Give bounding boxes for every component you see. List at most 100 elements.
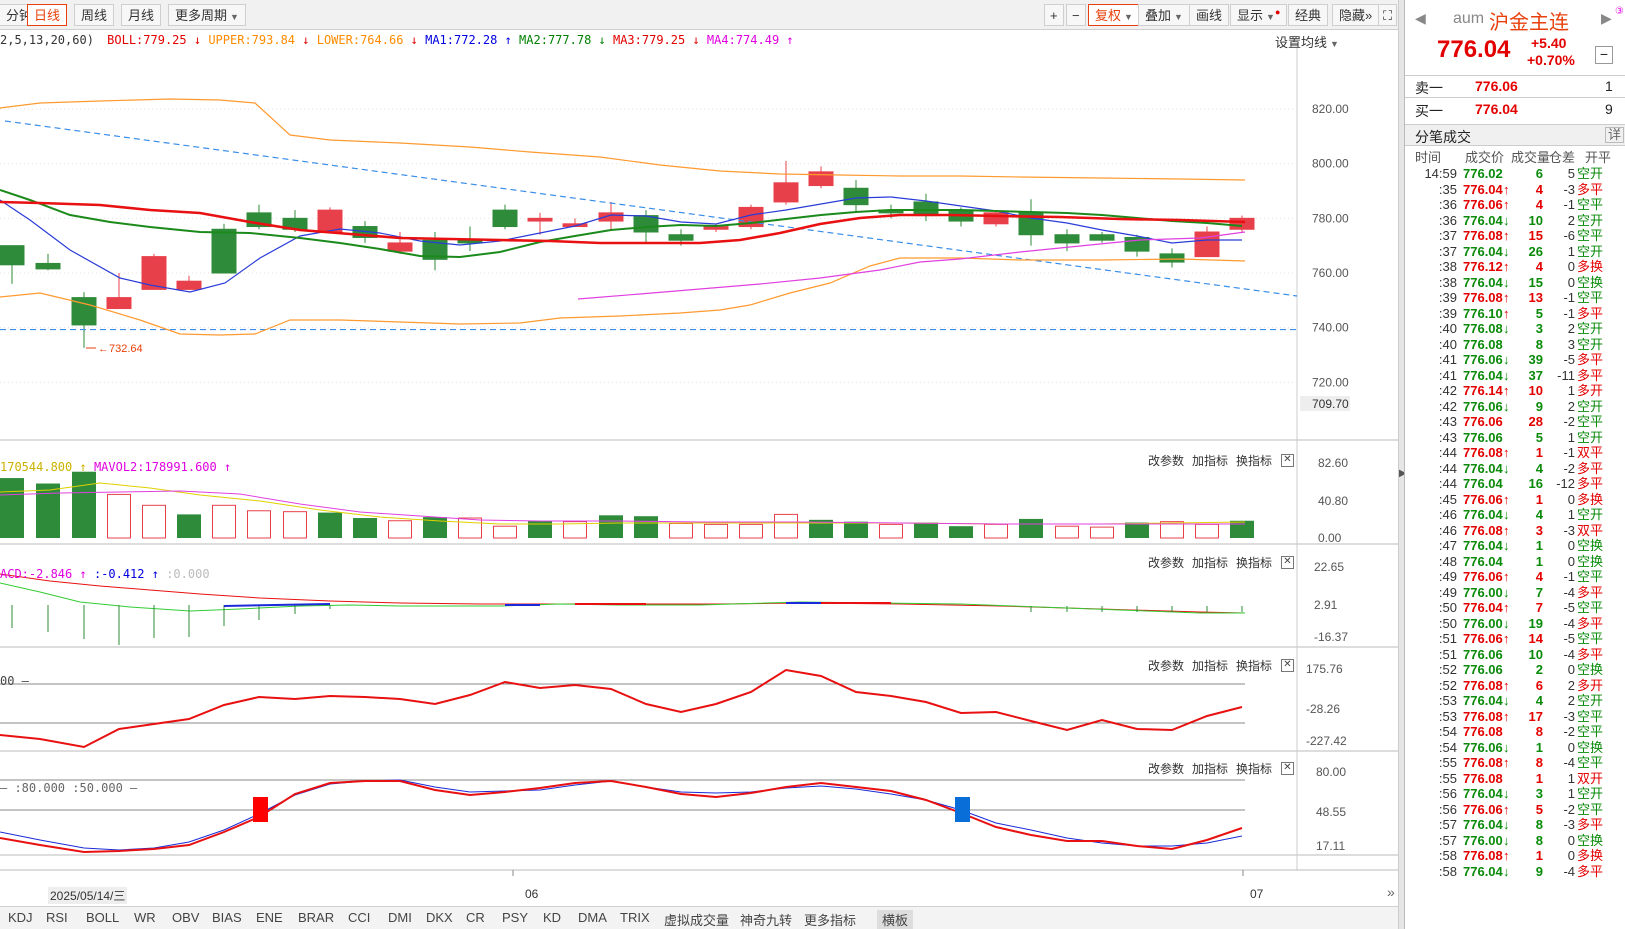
- indicator-tab-11[interactable]: CR: [466, 910, 485, 925]
- indicator-tab-6[interactable]: ENE: [256, 910, 283, 925]
- panel-2-btn-2[interactable]: 换指标: [1236, 659, 1273, 673]
- close-panel-icon[interactable]: ✕: [1281, 556, 1294, 569]
- display-button[interactable]: 显示 ▼●: [1230, 4, 1288, 26]
- low-price-label: ←732.64: [98, 343, 143, 355]
- panel-2-btn-0[interactable]: 改参数: [1148, 659, 1185, 673]
- cci-tick-label: -227.42: [1306, 734, 1347, 748]
- cci-tick-label: -28.26: [1306, 702, 1340, 716]
- indicator-tab-3[interactable]: WR: [134, 910, 156, 925]
- tick-type: 空平: [1577, 290, 1604, 305]
- collapse-quote-button[interactable]: −: [1595, 46, 1613, 64]
- classic-button[interactable]: 经典: [1288, 4, 1329, 26]
- indicator-tab-13[interactable]: KD: [543, 910, 562, 925]
- tick-arrow: ↓: [1503, 739, 1510, 755]
- fullscreen-icon[interactable]: ⛶: [1378, 4, 1398, 26]
- indicator-tab-18[interactable]: 更多指标: [804, 913, 857, 928]
- panel-1-btn-0[interactable]: 改参数: [1148, 556, 1185, 570]
- tick-arrow: ↓: [1503, 693, 1510, 708]
- indicator-tab-14[interactable]: DMA: [578, 910, 607, 925]
- ma2-value: MA2:777.78: [519, 33, 592, 47]
- tick-price: 776.06: [1463, 414, 1503, 429]
- next-symbol-icon[interactable]: ▶: [1601, 10, 1612, 26]
- indicator-tab-19[interactable]: 横板: [877, 910, 914, 929]
- tick-time: :41: [1438, 352, 1457, 367]
- tick-price: 776.06: [1463, 646, 1503, 662]
- detail-button[interactable]: 详: [1605, 127, 1625, 143]
- tick-volume: 8: [1535, 724, 1543, 739]
- zoom-in-button[interactable]: +: [1044, 4, 1064, 26]
- close-panel-icon[interactable]: ✕: [1281, 659, 1294, 672]
- ma1-line: [0, 196, 1242, 293]
- candle-body: [0, 245, 25, 266]
- scroll-right-icon[interactable]: »: [1387, 884, 1395, 900]
- indicator-tab-15[interactable]: TRIX: [620, 910, 650, 925]
- indicator-tab-2[interactable]: BOLL: [86, 910, 120, 925]
- tick-volume: 6: [1535, 677, 1543, 693]
- panel-3-btn-0[interactable]: 改参数: [1148, 762, 1185, 776]
- tick-row: :52 776.08 ↑ 6 2 多开: [1405, 678, 1625, 694]
- panel-2-btn-1[interactable]: 加指标: [1192, 659, 1229, 673]
- panel-0-btn-1[interactable]: 加指标: [1192, 454, 1229, 468]
- indicator-tab-10[interactable]: DKX: [426, 910, 453, 925]
- indicator-tab-1[interactable]: RSI: [46, 910, 68, 925]
- prev-symbol-icon[interactable]: ◀: [1415, 10, 1426, 26]
- adjust-button[interactable]: 复权 ▼: [1088, 4, 1140, 26]
- candle-body: [668, 234, 694, 241]
- indicator-tab-4[interactable]: OBV: [172, 910, 200, 925]
- tick-time: :42: [1438, 398, 1457, 414]
- tick-oi: 0: [1567, 832, 1575, 848]
- tick-oi: -12: [1556, 476, 1575, 491]
- indicator-tab-12[interactable]: PSY: [502, 910, 529, 925]
- tick-arrow: ↑: [1503, 569, 1510, 584]
- tick-price: 776.04: [1463, 507, 1503, 522]
- arrow-up-icon: ↑: [72, 567, 94, 581]
- overlay-button[interactable]: 叠加 ▼: [1138, 4, 1190, 26]
- indicator-tab-0[interactable]: KDJ: [8, 910, 33, 925]
- indicator-tab-17[interactable]: 神奇九转: [740, 913, 793, 928]
- panel-1-btn-1[interactable]: 加指标: [1192, 556, 1229, 570]
- candle-body: [1229, 217, 1255, 230]
- tick-row: :51 776.06 10 -4 多平: [1405, 647, 1625, 663]
- tick-volume: 15: [1528, 274, 1543, 290]
- panel-0-btn-2[interactable]: 换指标: [1236, 454, 1273, 468]
- ma2-line: [0, 189, 1243, 259]
- panel-splitter[interactable]: ▶: [1398, 0, 1407, 929]
- chevron-down-icon: ▼: [1330, 39, 1339, 49]
- tick-row: :57 776.00 ↓ 8 0 空换: [1405, 833, 1625, 849]
- current-price-box: [1300, 396, 1350, 411]
- indicator-tab-5[interactable]: BIAS: [212, 910, 242, 925]
- tick-oi: -3: [1563, 522, 1575, 538]
- tick-arrow: ↑: [1503, 383, 1510, 398]
- tick-volume: 13: [1528, 290, 1543, 305]
- cci-line: [0, 668, 1243, 749]
- ma-settings-button[interactable]: 设置均线 ▼: [1275, 32, 1339, 51]
- indicator-tab-16[interactable]: 虚拟成交量: [664, 913, 730, 928]
- tick-price: 776.04: [1463, 553, 1503, 569]
- panel-3-btn-2[interactable]: 换指标: [1236, 762, 1273, 776]
- panel-3-btn-1[interactable]: 加指标: [1192, 762, 1229, 776]
- arrow-up-icon: ↑: [779, 33, 794, 47]
- period-month-button[interactable]: 月线: [121, 4, 162, 26]
- volume-bar: [528, 520, 552, 538]
- close-panel-icon[interactable]: ✕: [1281, 454, 1294, 467]
- tick-type: 空换: [1577, 274, 1604, 290]
- tick-time: :47: [1438, 538, 1457, 553]
- indicator-tab-8[interactable]: CCI: [348, 910, 371, 925]
- zoom-out-button[interactable]: −: [1066, 4, 1086, 26]
- tick-row: :40 776.08 ↓ 3 2 空开: [1405, 321, 1625, 337]
- panel-0-btn-0[interactable]: 改参数: [1148, 454, 1185, 468]
- period-week-button[interactable]: 周线: [74, 4, 115, 26]
- period-day-button[interactable]: 日线: [27, 4, 68, 26]
- kline-chart[interactable]: 820.00 800.00 780.00 760.00 740.00 720.00 709.…: [0, 30, 1404, 902]
- tick-oi: 0: [1567, 259, 1575, 274]
- hide-button[interactable]: 隐藏»: [1332, 4, 1380, 26]
- indicator-tab-7[interactable]: BRAR: [298, 910, 335, 925]
- close-panel-icon[interactable]: ✕: [1281, 762, 1294, 775]
- sub-indicators: [0, 573, 1246, 854]
- more-periods-button[interactable]: 更多周期 ▼: [168, 4, 246, 26]
- draw-line-button[interactable]: 画线: [1189, 4, 1230, 26]
- indicator-tab-9[interactable]: DMI: [388, 910, 412, 925]
- collapse-icon[interactable]: ▶: [1399, 468, 1407, 479]
- panel-1-btn-2[interactable]: 换指标: [1236, 556, 1273, 570]
- candle-body: [492, 209, 518, 228]
